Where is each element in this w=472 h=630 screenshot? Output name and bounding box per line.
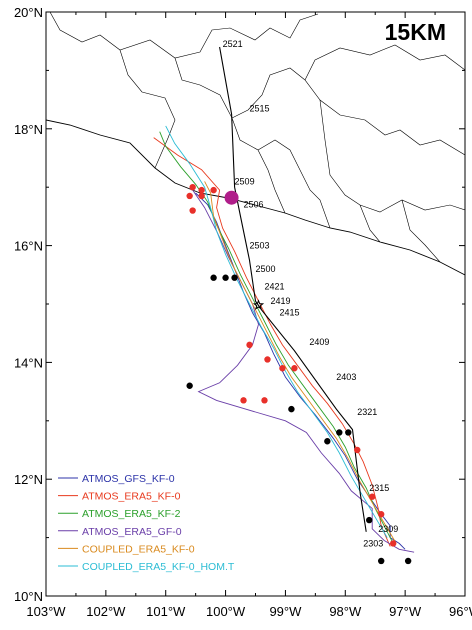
track-time-label: 2315 bbox=[369, 483, 389, 493]
coastline bbox=[46, 119, 465, 276]
red-dot bbox=[291, 365, 298, 372]
lat-tick-label: 14°N bbox=[14, 355, 43, 370]
red-dot bbox=[186, 192, 193, 200]
lon-tick-label: 99°W bbox=[269, 604, 302, 619]
track-atmos-era5-kf-0 bbox=[153, 137, 391, 547]
red-dot bbox=[198, 186, 205, 194]
lon-tick-label: 96°W bbox=[449, 604, 472, 619]
track-coupled-era5-kf-0 bbox=[204, 181, 397, 544]
red-dot bbox=[264, 356, 271, 363]
black-dot bbox=[324, 438, 331, 445]
lon-tick-label: 102°W bbox=[86, 604, 126, 619]
black-dot bbox=[231, 274, 238, 281]
lat-tick-label: 18°N bbox=[14, 122, 43, 137]
black-dot bbox=[404, 557, 412, 565]
landfall-marker bbox=[224, 190, 239, 205]
legend-label: ATMOS_GFS_KF-0 bbox=[82, 473, 175, 485]
track-time-label: 2419 bbox=[270, 296, 290, 306]
red-dot bbox=[189, 207, 196, 214]
observed-track bbox=[219, 46, 367, 532]
lat-tick-label: 20°N bbox=[14, 5, 43, 20]
red-dot bbox=[369, 493, 376, 500]
track-time-label: 2503 bbox=[250, 241, 270, 251]
black-dot bbox=[288, 405, 295, 413]
map-title: 15KM bbox=[385, 19, 446, 45]
track-time-label: 2403 bbox=[336, 372, 356, 382]
red-dot bbox=[240, 397, 247, 404]
track-time-label: 2521 bbox=[223, 39, 243, 49]
track-time-label: 2506 bbox=[244, 200, 264, 210]
lon-tick-label: 97°W bbox=[389, 604, 422, 619]
black-dot bbox=[222, 274, 229, 281]
track-time-label: 2421 bbox=[264, 281, 284, 291]
legend-label: ATMOS_ERA5_KF-2 bbox=[82, 508, 181, 520]
legend-label: ATMOS_ERA5_KF-0 bbox=[82, 491, 181, 503]
red-dot bbox=[261, 397, 268, 404]
red-dot bbox=[378, 511, 385, 518]
black-dot bbox=[336, 429, 343, 436]
red-dot bbox=[246, 341, 253, 349]
legend-label: COUPLED_ERA5_KF-0_HOM.T bbox=[82, 561, 235, 573]
black-dot bbox=[378, 557, 385, 565]
red-dot bbox=[210, 186, 217, 194]
red-dot bbox=[354, 446, 361, 454]
red-dot bbox=[279, 365, 286, 372]
red-dot bbox=[189, 184, 196, 191]
lat-tick-label: 10°N bbox=[14, 589, 43, 604]
lat-tick-label: 16°N bbox=[14, 239, 43, 254]
track-time-label: 2309 bbox=[378, 524, 398, 534]
track-atmos-gfs-kf-0 bbox=[195, 192, 406, 550]
track-time-label: 2515 bbox=[250, 103, 270, 113]
red-dot bbox=[198, 192, 205, 200]
track-time-label: 2509 bbox=[235, 176, 255, 186]
lat-tick-label: 12°N bbox=[14, 472, 43, 487]
red-dot bbox=[389, 540, 397, 547]
star-marker bbox=[252, 299, 265, 310]
track-time-label: 2409 bbox=[309, 337, 329, 347]
black-dot bbox=[186, 382, 193, 389]
state-borders bbox=[49, 12, 465, 263]
track-time-label: 2303 bbox=[363, 538, 383, 548]
track-time-label: 2500 bbox=[256, 264, 276, 274]
legend: ATMOS_GFS_KF-0 ATMOS_ERA5_KF-0 ATMOS_ERA5_… bbox=[58, 473, 235, 573]
track-coupled-era5-kf-0-hom-t bbox=[165, 125, 388, 538]
lon-tick-label: 101°W bbox=[146, 604, 186, 619]
legend-label: ATMOS_ERA5_GF-0 bbox=[82, 526, 182, 538]
lon-tick-label: 103°W bbox=[26, 604, 66, 619]
legend-label: COUPLED_ERA5_KF-0 bbox=[82, 543, 195, 555]
black-dot bbox=[366, 516, 373, 524]
track-time-label: 2321 bbox=[357, 407, 377, 417]
black-dot bbox=[345, 429, 352, 436]
lon-tick-label: 98°W bbox=[329, 604, 362, 619]
track-time-label: 2415 bbox=[279, 308, 299, 318]
black-dot bbox=[210, 274, 217, 281]
lon-tick-label: 100°W bbox=[206, 604, 246, 619]
